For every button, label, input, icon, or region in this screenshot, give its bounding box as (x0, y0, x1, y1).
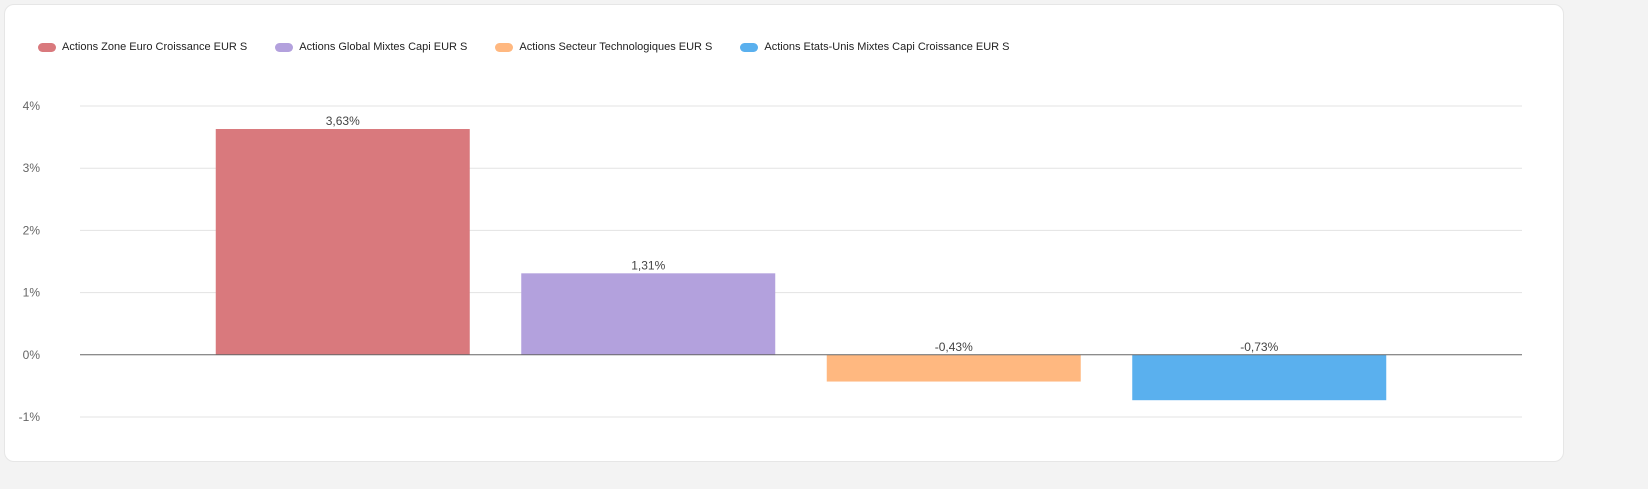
legend-item[interactable]: Actions Etats-Unis Mixtes Capi Croissanc… (740, 41, 1010, 53)
data-label: 1,31% (631, 258, 665, 272)
legend-swatch (38, 42, 56, 52)
legend-label: Actions Secteur Technologiques EUR S (519, 41, 713, 53)
legend-swatch (275, 42, 294, 52)
legend-label: Actions Etats-Unis Mixtes Capi Croissanc… (764, 41, 1010, 53)
legend-label: Actions Zone Euro Croissance EUR S (62, 41, 248, 53)
y-tick-label: 0% (23, 348, 41, 362)
legend-swatch (495, 42, 514, 52)
y-tick-label: 4% (23, 99, 41, 113)
bar (521, 273, 776, 355)
legend-item[interactable]: Actions Secteur Technologiques EUR S (495, 41, 712, 53)
y-tick-label: 1% (23, 286, 41, 300)
bar (826, 354, 1081, 382)
legend-item[interactable]: Actions Zone Euro Croissance EUR S (38, 41, 247, 53)
y-tick-label: 2% (23, 223, 41, 237)
legend-swatch (740, 42, 759, 52)
y-tick-label: 3% (23, 161, 41, 175)
y-tick-label: -1% (19, 410, 41, 424)
data-label: 3,63% (326, 114, 360, 128)
legend: Actions Zone Euro Croissance EUR S Action… (38, 41, 1038, 53)
data-label: -0,73% (1240, 340, 1278, 354)
bar (1132, 354, 1387, 401)
legend-label: Actions Global Mixtes Capi EUR S (299, 41, 468, 53)
bar (215, 129, 470, 355)
legend-item[interactable]: Actions Global Mixtes Capi EUR S (275, 41, 467, 53)
data-label: -0,43% (935, 340, 973, 354)
